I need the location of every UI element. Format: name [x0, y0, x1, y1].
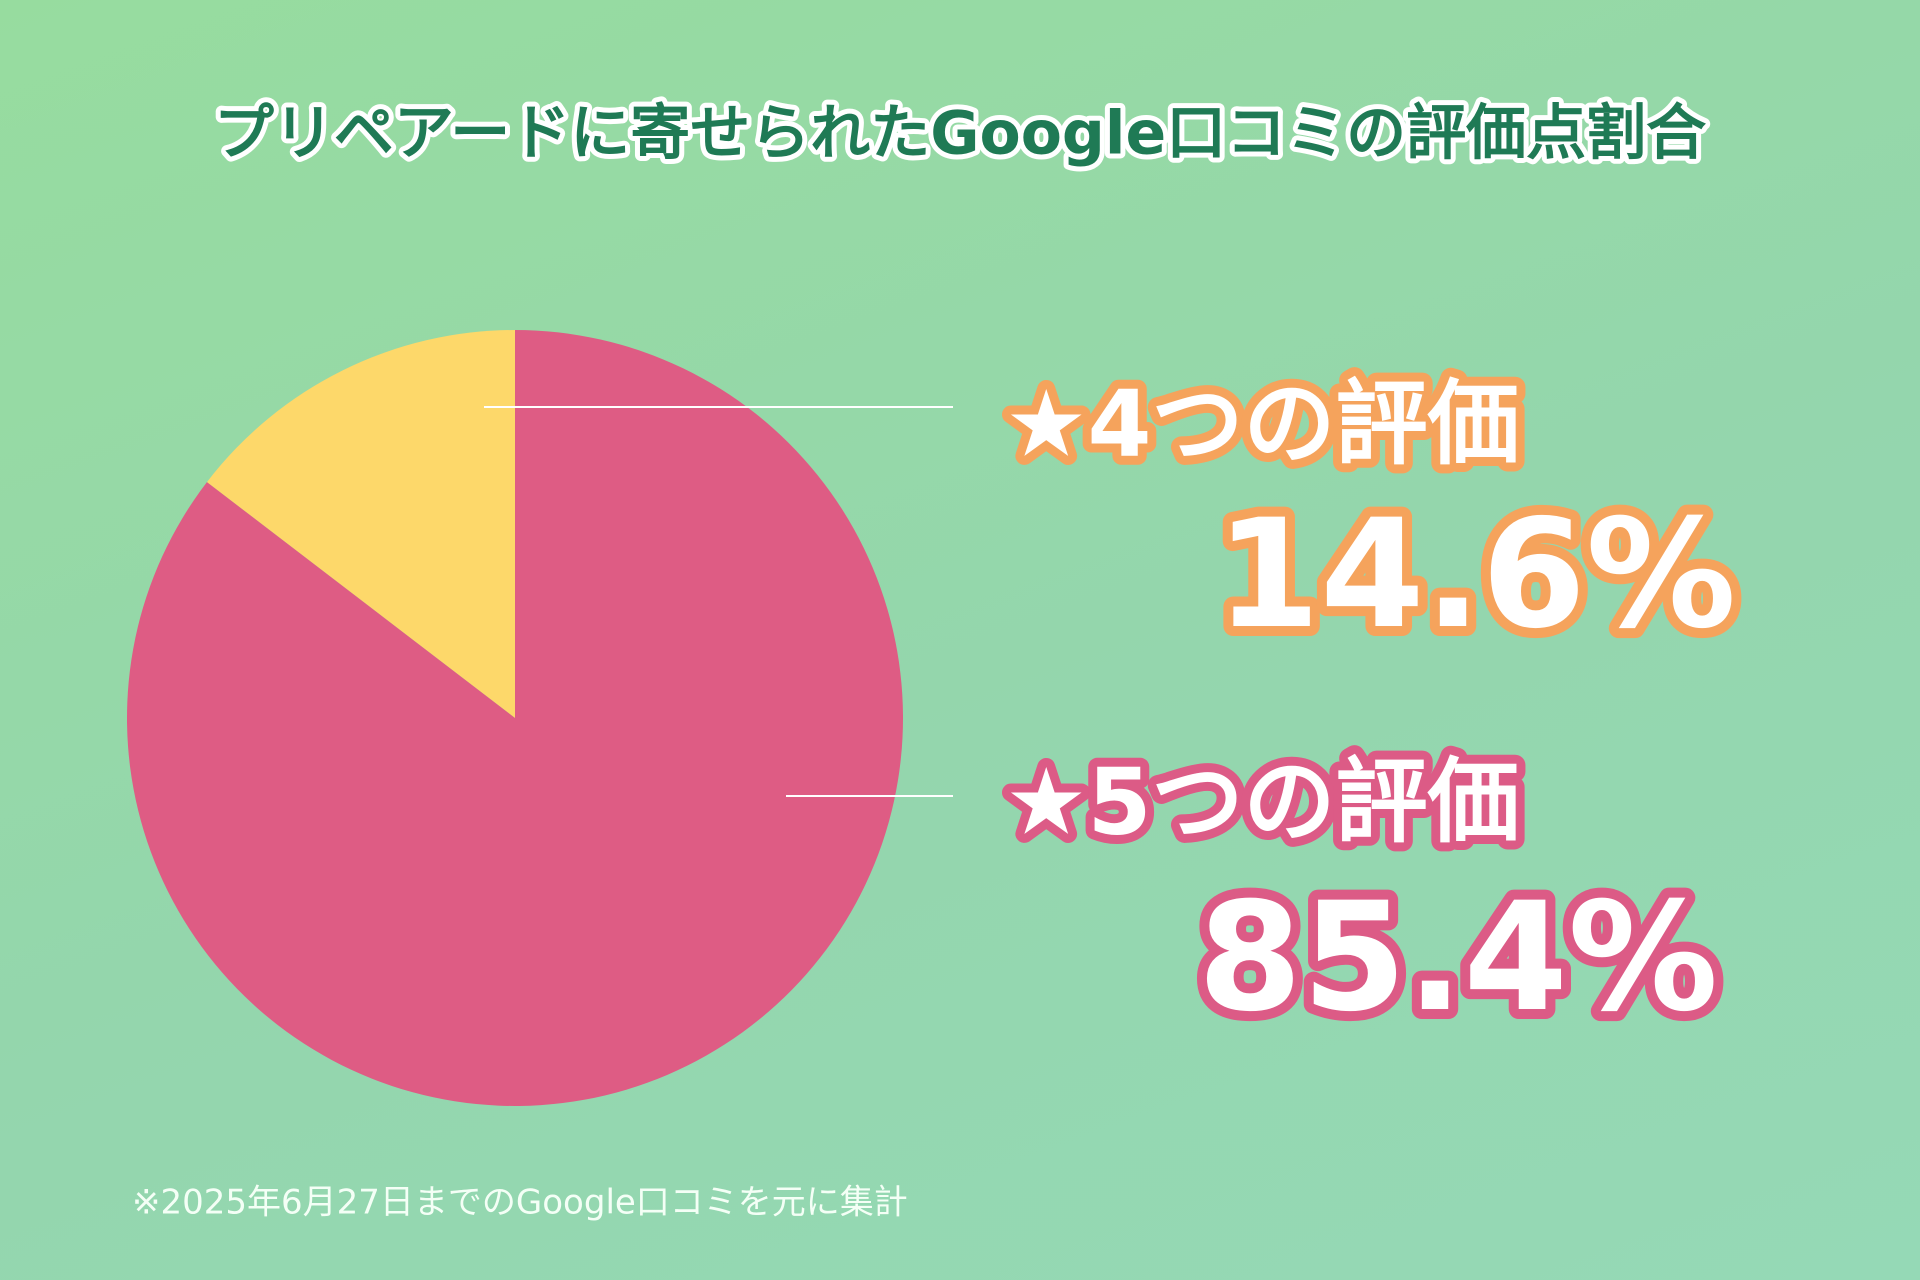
value-label: 85.4%	[1198, 871, 1718, 1045]
value-label: 14.6%	[1216, 488, 1736, 662]
category-label: ★5つの評価	[1005, 748, 1520, 855]
footnote: ※2025年6月27日までのGoogle口コミを元に集計	[132, 1183, 908, 1223]
pie-slice	[127, 330, 903, 1106]
pie	[127, 330, 903, 1106]
category-label: ★4つの評価	[1005, 370, 1520, 477]
pie-slice	[206, 330, 515, 718]
chart-title: プリペアードに寄せられたGoogle口コミの評価点割合	[214, 99, 1706, 169]
